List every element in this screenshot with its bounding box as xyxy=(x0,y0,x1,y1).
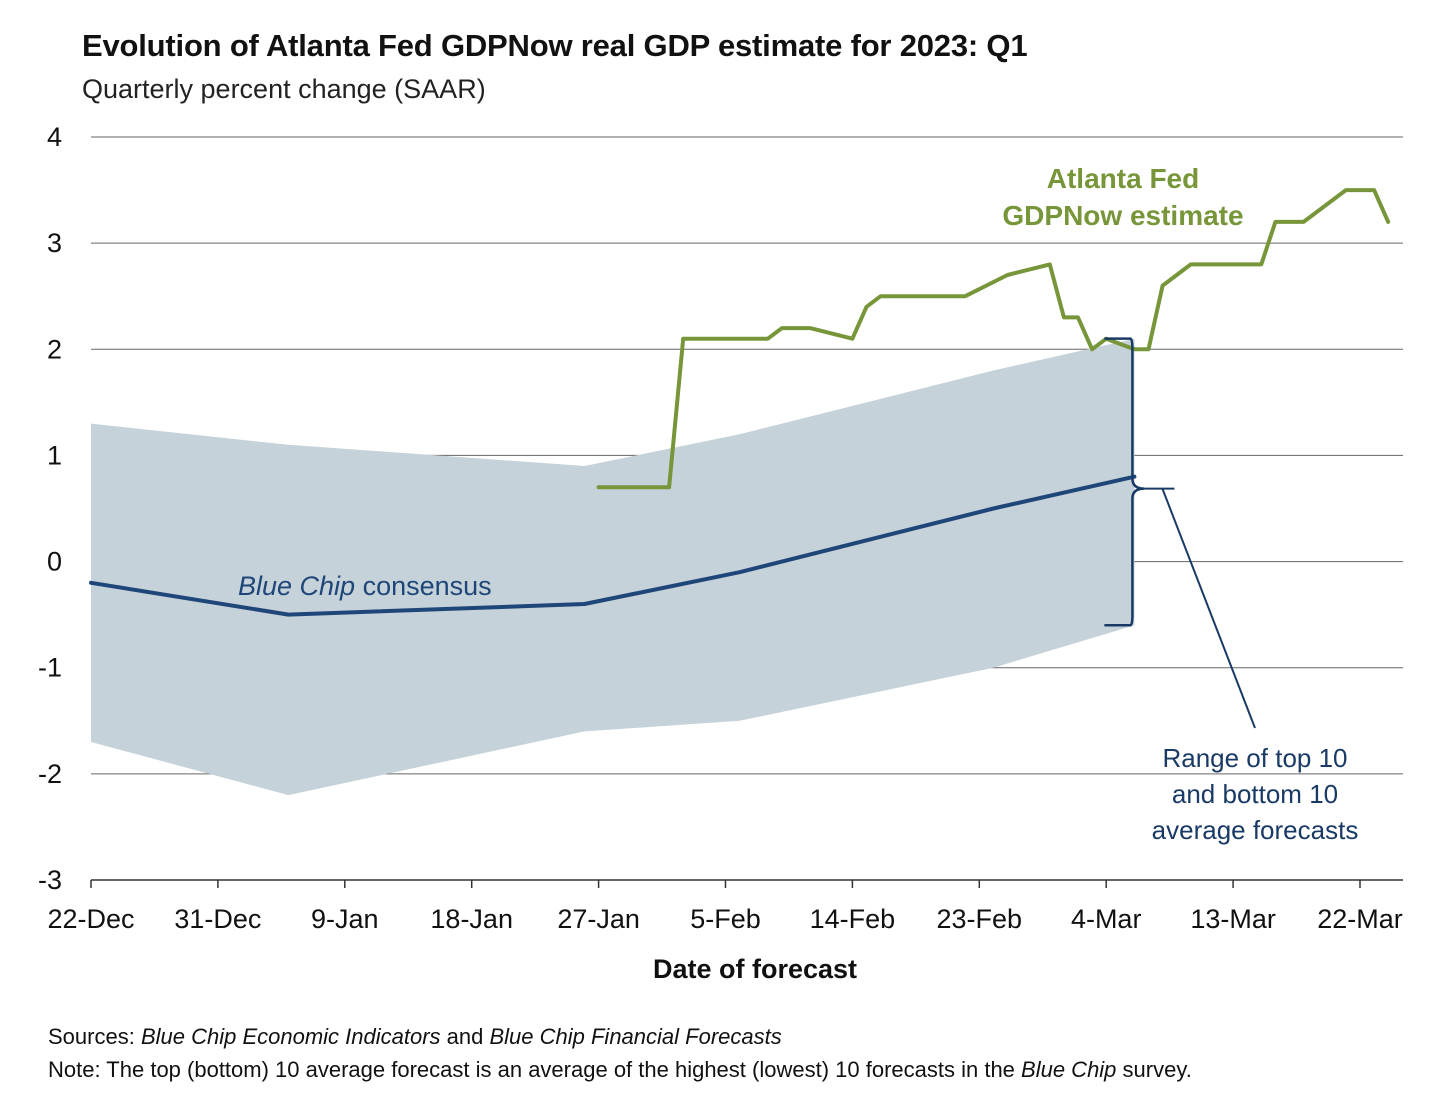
y-tick-label: -1 xyxy=(38,653,62,683)
y-tick-label: 1 xyxy=(47,440,62,470)
y-tick-label: 4 xyxy=(47,122,62,152)
series-layer xyxy=(89,188,1391,617)
footer-note: Note: The top (bottom) 10 average foreca… xyxy=(48,1057,1192,1083)
chart-title: Evolution of Atlanta Fed GDPNow real GDP… xyxy=(82,28,1028,63)
x-tick-label: 4-Mar xyxy=(1071,904,1142,934)
x-tick-label: 31-Dec xyxy=(174,904,261,934)
x-tick-label: 27-Jan xyxy=(557,904,640,934)
x-tick-label: 13-Mar xyxy=(1190,904,1276,934)
y-tick-label: -3 xyxy=(38,865,62,895)
range-label: and bottom 10 xyxy=(1172,779,1338,809)
sources-and: and xyxy=(440,1024,490,1049)
note-label: Note: xyxy=(48,1057,101,1082)
x-tick-label: 23-Feb xyxy=(937,904,1023,934)
range-label: Range of top 10 xyxy=(1162,743,1347,773)
sources-part2: Blue Chip Financial Forecasts xyxy=(489,1024,782,1049)
axis-layer: 4 3 2 1 0 -1 -2 -3 22-Dec 31-Dec 9-Jan 18-Jan 27-Jan… xyxy=(38,122,1403,984)
range-label: average forecasts xyxy=(1152,815,1359,845)
x-tick-label: 14-Feb xyxy=(810,904,896,934)
x-tick-label: 18-Jan xyxy=(430,904,513,934)
consensus-label-italic: Blue Chip xyxy=(238,571,355,601)
x-tick-label: 22-Dec xyxy=(47,904,134,934)
range-leader-line xyxy=(1161,488,1256,729)
range-band-layer xyxy=(91,338,1135,796)
consensus-label-rest: consensus xyxy=(355,571,492,601)
sources-part1: Blue Chip Economic Indicators xyxy=(140,1024,441,1049)
footer-sources: Sources: Blue Chip Economic Indicators a… xyxy=(48,1024,782,1050)
annotation-layer: Atlanta Fed GDPNow estimate Blue Chip cons… xyxy=(238,163,1358,845)
x-tick-label: 9-Jan xyxy=(311,904,379,934)
x-axis-label: Date of forecast xyxy=(653,954,857,984)
chart-subtitle: Quarterly percent change (SAAR) xyxy=(82,74,486,104)
x-tick-label: 22-Mar xyxy=(1317,904,1403,934)
gdpnow-line xyxy=(596,188,1391,490)
note-italic: Blue Chip xyxy=(1021,1057,1117,1082)
y-tick-label: 0 xyxy=(47,547,62,577)
consensus-line xyxy=(89,474,1137,617)
gdpnow-label: Atlanta Fed xyxy=(1047,163,1199,194)
consensus-label: Blue Chip consensus xyxy=(238,571,492,601)
range-band xyxy=(91,338,1135,796)
x-tick-label: 5-Feb xyxy=(690,904,761,934)
y-tick-label: 2 xyxy=(47,334,62,364)
note-end: survey. xyxy=(1116,1057,1192,1082)
note-text: The top (bottom) 10 average forecast is … xyxy=(100,1057,1022,1082)
gdpnow-label: GDPNow estimate xyxy=(1002,200,1243,231)
sources-label: Sources: xyxy=(48,1024,135,1049)
y-tick-label: 3 xyxy=(47,228,62,258)
y-tick-label: -2 xyxy=(38,759,62,789)
